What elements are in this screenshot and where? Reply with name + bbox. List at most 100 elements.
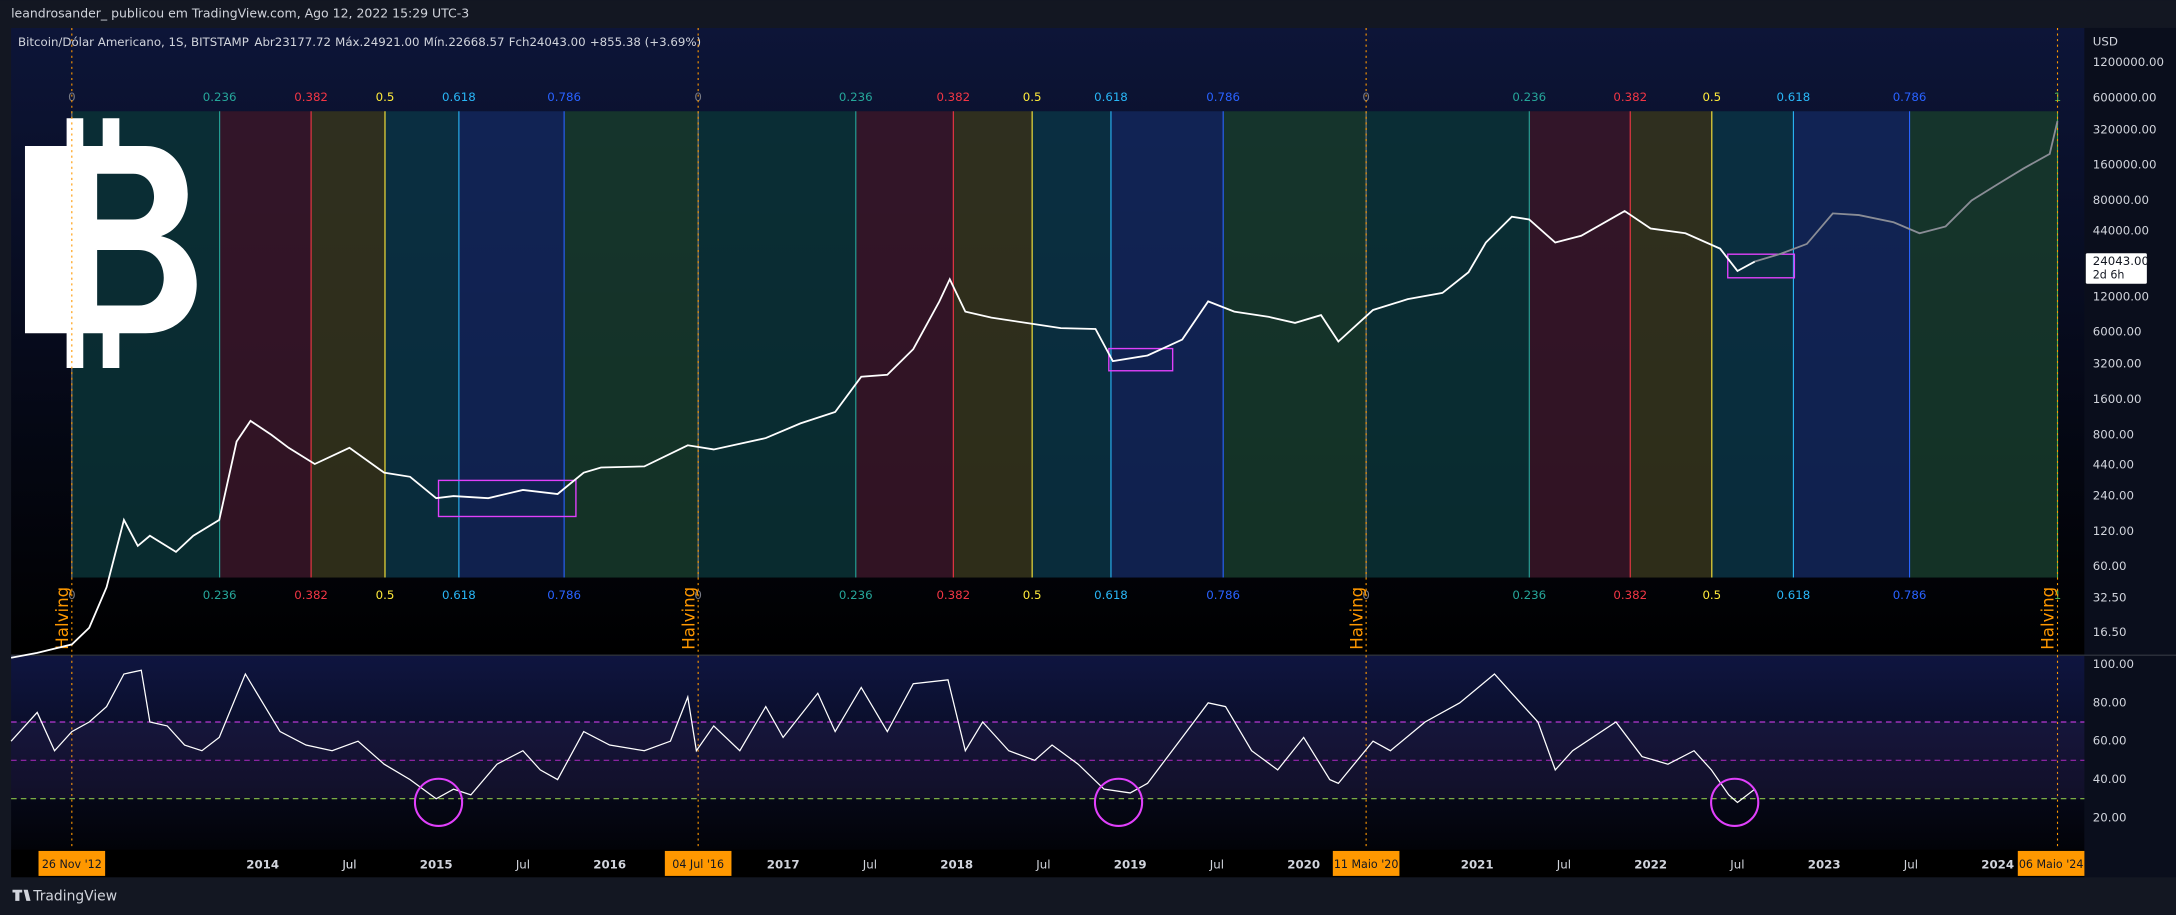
fib-label: 0.382	[936, 588, 970, 602]
fib-label: 0.786	[547, 588, 581, 602]
ohlc-value: 24043.00	[529, 34, 585, 48]
y-tick-label: 40.00	[2093, 772, 2127, 786]
halving-label: Halving	[679, 587, 698, 650]
series-line	[10, 209, 1756, 659]
last-price-box	[2085, 253, 2147, 284]
y-tick-label: 12000.00	[2093, 289, 2149, 303]
fib-label: 0.618	[1777, 588, 1811, 602]
x-tick-label: Jul	[515, 857, 530, 871]
symbol: Bitcoin/Dólar Americano, 1S, BITSTAMP	[18, 34, 249, 48]
fib-label: 0.5	[1023, 90, 1042, 104]
ohlc-label: Mín.	[424, 34, 449, 48]
fib-label: 0.382	[1613, 588, 1647, 602]
fib-label: 0.786	[1206, 588, 1240, 602]
y-tick-label: 16.50	[2093, 625, 2127, 639]
highlight-circle	[413, 777, 464, 827]
x-tick-label: 2023	[1808, 857, 1841, 871]
last-price: 24043.00	[2093, 254, 2149, 268]
fib-zone	[1032, 111, 1111, 578]
fib-label: 0	[1362, 90, 1370, 104]
highlight-box	[1108, 347, 1174, 372]
fib-zone	[1529, 111, 1631, 578]
x-tick-label: Jul	[1903, 857, 1918, 871]
halving-label: Halving	[1347, 587, 1366, 650]
fib-label: 0.382	[1613, 90, 1647, 104]
y-tick-label: 1600.00	[2093, 392, 2142, 406]
halving-date-box	[2017, 850, 2085, 876]
legend: Bitcoin/Dólar Americano, 1S, BITSTAMP Abr…	[18, 34, 701, 48]
currency: USD	[2093, 34, 2118, 48]
brand: TradingView	[32, 889, 117, 905]
halving-date-box	[38, 850, 106, 876]
fib-label: 0.382	[294, 588, 328, 602]
fib-zone	[384, 111, 459, 578]
fib-label: 0.786	[547, 90, 581, 104]
y-tick-label: 240.00	[2093, 489, 2134, 503]
halving-label: Halving	[53, 587, 72, 650]
fib-label: 0.786	[1893, 90, 1927, 104]
x-tick-label: Jul	[1035, 857, 1050, 871]
x-tick-label: 2020	[1287, 857, 1320, 871]
y-tick-label: 100.00	[2093, 657, 2134, 671]
series-line	[10, 669, 1756, 804]
fib-label: 0.5	[1702, 588, 1721, 602]
halving-date-box	[1332, 850, 1400, 876]
fib-zone	[458, 111, 565, 578]
fib-label: 0.618	[1777, 90, 1811, 104]
series-line	[1754, 120, 2059, 263]
fib-label: 0.786	[1206, 90, 1240, 104]
y-tick-label: 32.50	[2093, 590, 2127, 604]
x-tick-label: 2018	[940, 857, 973, 871]
fib-zone	[564, 111, 699, 578]
y-tick-label: 120.00	[2093, 524, 2134, 538]
highlight-circle	[1093, 777, 1144, 827]
rsi-pane	[11, 655, 2085, 850]
fib-label: 0.236	[839, 588, 873, 602]
fib-label: 0.382	[294, 90, 328, 104]
highlight-box	[1727, 253, 1796, 279]
bitcoin-logo	[24, 118, 197, 368]
fib-label: 0.786	[1893, 588, 1927, 602]
y-tick-label: 60.00	[2093, 734, 2127, 748]
fib-zone	[1909, 111, 2058, 578]
fib-zone	[1793, 111, 1910, 578]
fib-zone	[953, 111, 1033, 578]
halving-date: 04 Jul '16	[672, 858, 724, 871]
y-tick-label: 1200000.00	[2093, 55, 2164, 69]
fib-label: 0.236	[839, 90, 873, 104]
fib-zone	[1223, 111, 1367, 578]
y-tick-label: 320000.00	[2093, 122, 2157, 136]
x-tick-label: 2024	[1981, 857, 2014, 871]
fib-label: 0.5	[376, 588, 395, 602]
fib-label: 0.236	[203, 588, 237, 602]
y-tick-label: 20.00	[2093, 810, 2127, 824]
fib-label: 0.236	[1512, 90, 1546, 104]
fib-label: 0.236	[1512, 588, 1546, 602]
y-tick-label: 3200.00	[2093, 357, 2142, 371]
fib-label: 0	[694, 90, 702, 104]
y-tick-label: 60.00	[2093, 559, 2127, 573]
y-tick-label: 440.00	[2093, 458, 2134, 472]
fib-zone	[311, 111, 385, 578]
highlight-circle	[1710, 777, 1760, 827]
fib-label: 0.618	[1094, 588, 1128, 602]
ohlc-value: 24921.00	[363, 34, 419, 48]
fib-label: 0.5	[1023, 588, 1042, 602]
ohlc-label: Abr	[254, 34, 275, 48]
ohlc-value: 22668.57	[448, 34, 504, 48]
fib-label: 0	[68, 90, 76, 104]
halving-date-box	[664, 850, 732, 876]
publisher: leandrosander_ publicou em TradingView.c…	[11, 6, 469, 21]
fib-zone	[855, 111, 954, 578]
x-tick-label: Jul	[1729, 857, 1744, 871]
fib-label: 0.618	[442, 90, 476, 104]
tv-logo	[12, 889, 31, 901]
x-tick-label: Jul	[341, 857, 356, 871]
y-tick-label: 80000.00	[2093, 193, 2149, 207]
x-tick-label: 2015	[420, 857, 453, 871]
halving-date: 11 Maio '20	[1334, 858, 1399, 871]
fib-zone	[1711, 111, 1794, 578]
countdown: 2d 6h	[2093, 268, 2125, 281]
fib-zone	[1366, 111, 1530, 578]
ohlc-label: Máx.	[335, 34, 363, 48]
